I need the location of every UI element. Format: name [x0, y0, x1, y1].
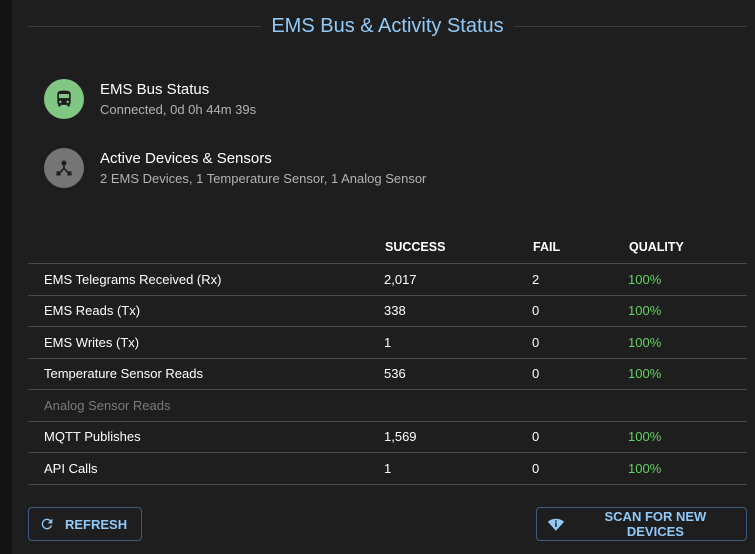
wifi-info-icon	[547, 518, 565, 531]
fail-count: 2	[532, 263, 628, 296]
scan-label: SCAN FOR NEW DEVICES	[604, 509, 707, 539]
header-fail: FAIL	[532, 230, 628, 264]
header-quality: QUALITY	[628, 230, 747, 264]
bus-status-value: Connected, 0d 0h 44m 39s	[100, 102, 257, 117]
fail-count: 0	[532, 452, 628, 485]
quality-value: 100%	[628, 358, 747, 390]
metric-name: MQTT Publishes	[28, 421, 384, 453]
refresh-label: REFRESH	[65, 516, 128, 532]
success-count: 1,569	[384, 421, 532, 453]
bus-status-item: EMS Bus Status Connected, 0d 0h 44m 39s	[44, 79, 256, 119]
active-devices-value: 2 EMS Devices, 1 Temperature Sensor, 1 A…	[100, 171, 427, 186]
quality-value: 100%	[628, 263, 747, 296]
fail-count: 0	[532, 358, 628, 390]
device-hub-icon	[44, 148, 84, 188]
success-count: 338	[384, 295, 532, 327]
fail-count	[532, 389, 628, 422]
section-header: EMS Bus & Activity Status	[28, 10, 747, 42]
quality-value: 100%	[628, 326, 747, 359]
table-row: EMS Reads (Tx) 338 0 100%	[28, 295, 747, 327]
success-count	[384, 389, 532, 422]
metric-name: API Calls	[28, 452, 384, 485]
table-row: EMS Telegrams Received (Rx) 2,017 2 100%	[28, 263, 747, 296]
metric-name: Analog Sensor Reads	[28, 389, 384, 422]
quality-value: 100%	[628, 421, 747, 453]
quality-value: 100%	[628, 295, 747, 327]
divider	[28, 25, 262, 27]
scan-devices-button[interactable]: SCAN FOR NEW DEVICES	[536, 507, 747, 541]
header-name	[28, 230, 384, 264]
bus-status-label: EMS Bus Status	[100, 81, 210, 98]
table-row: EMS Writes (Tx) 1 0 100%	[28, 326, 747, 359]
left-sidebar-edge	[0, 0, 12, 554]
metric-name: Temperature Sensor Reads	[28, 358, 384, 390]
metric-name: EMS Writes (Tx)	[28, 326, 384, 359]
active-devices-label: Active Devices & Sensors	[100, 150, 272, 167]
refresh-icon	[41, 518, 53, 530]
metric-name: EMS Telegrams Received (Rx)	[28, 263, 384, 296]
success-count: 1	[384, 326, 532, 359]
success-count: 536	[384, 358, 532, 390]
table-header-row: SUCCESS FAIL QUALITY	[28, 230, 747, 264]
table-row: Analog Sensor Reads	[28, 389, 747, 422]
table-row: API Calls 1 0 100%	[28, 452, 747, 485]
page-title: EMS Bus & Activity Status	[271, 14, 504, 37]
divider	[513, 25, 747, 27]
metric-name: EMS Reads (Tx)	[28, 295, 384, 327]
activity-table: SUCCESS FAIL QUALITY EMS Telegrams Recei…	[28, 230, 747, 485]
fail-count: 0	[532, 295, 628, 327]
fail-count: 0	[532, 326, 628, 359]
bus-icon	[44, 79, 84, 119]
quality-value	[628, 389, 747, 422]
fail-count: 0	[532, 421, 628, 453]
refresh-button[interactable]: REFRESH	[28, 507, 142, 541]
table-row: MQTT Publishes 1,569 0 100%	[28, 421, 747, 453]
table-row: Temperature Sensor Reads 536 0 100%	[28, 358, 747, 390]
success-count: 1	[384, 452, 532, 485]
header-success: SUCCESS	[384, 230, 532, 264]
active-devices-item: Active Devices & Sensors 2 EMS Devices, …	[44, 148, 426, 188]
quality-value: 100%	[628, 452, 747, 485]
success-count: 2,017	[384, 263, 532, 296]
